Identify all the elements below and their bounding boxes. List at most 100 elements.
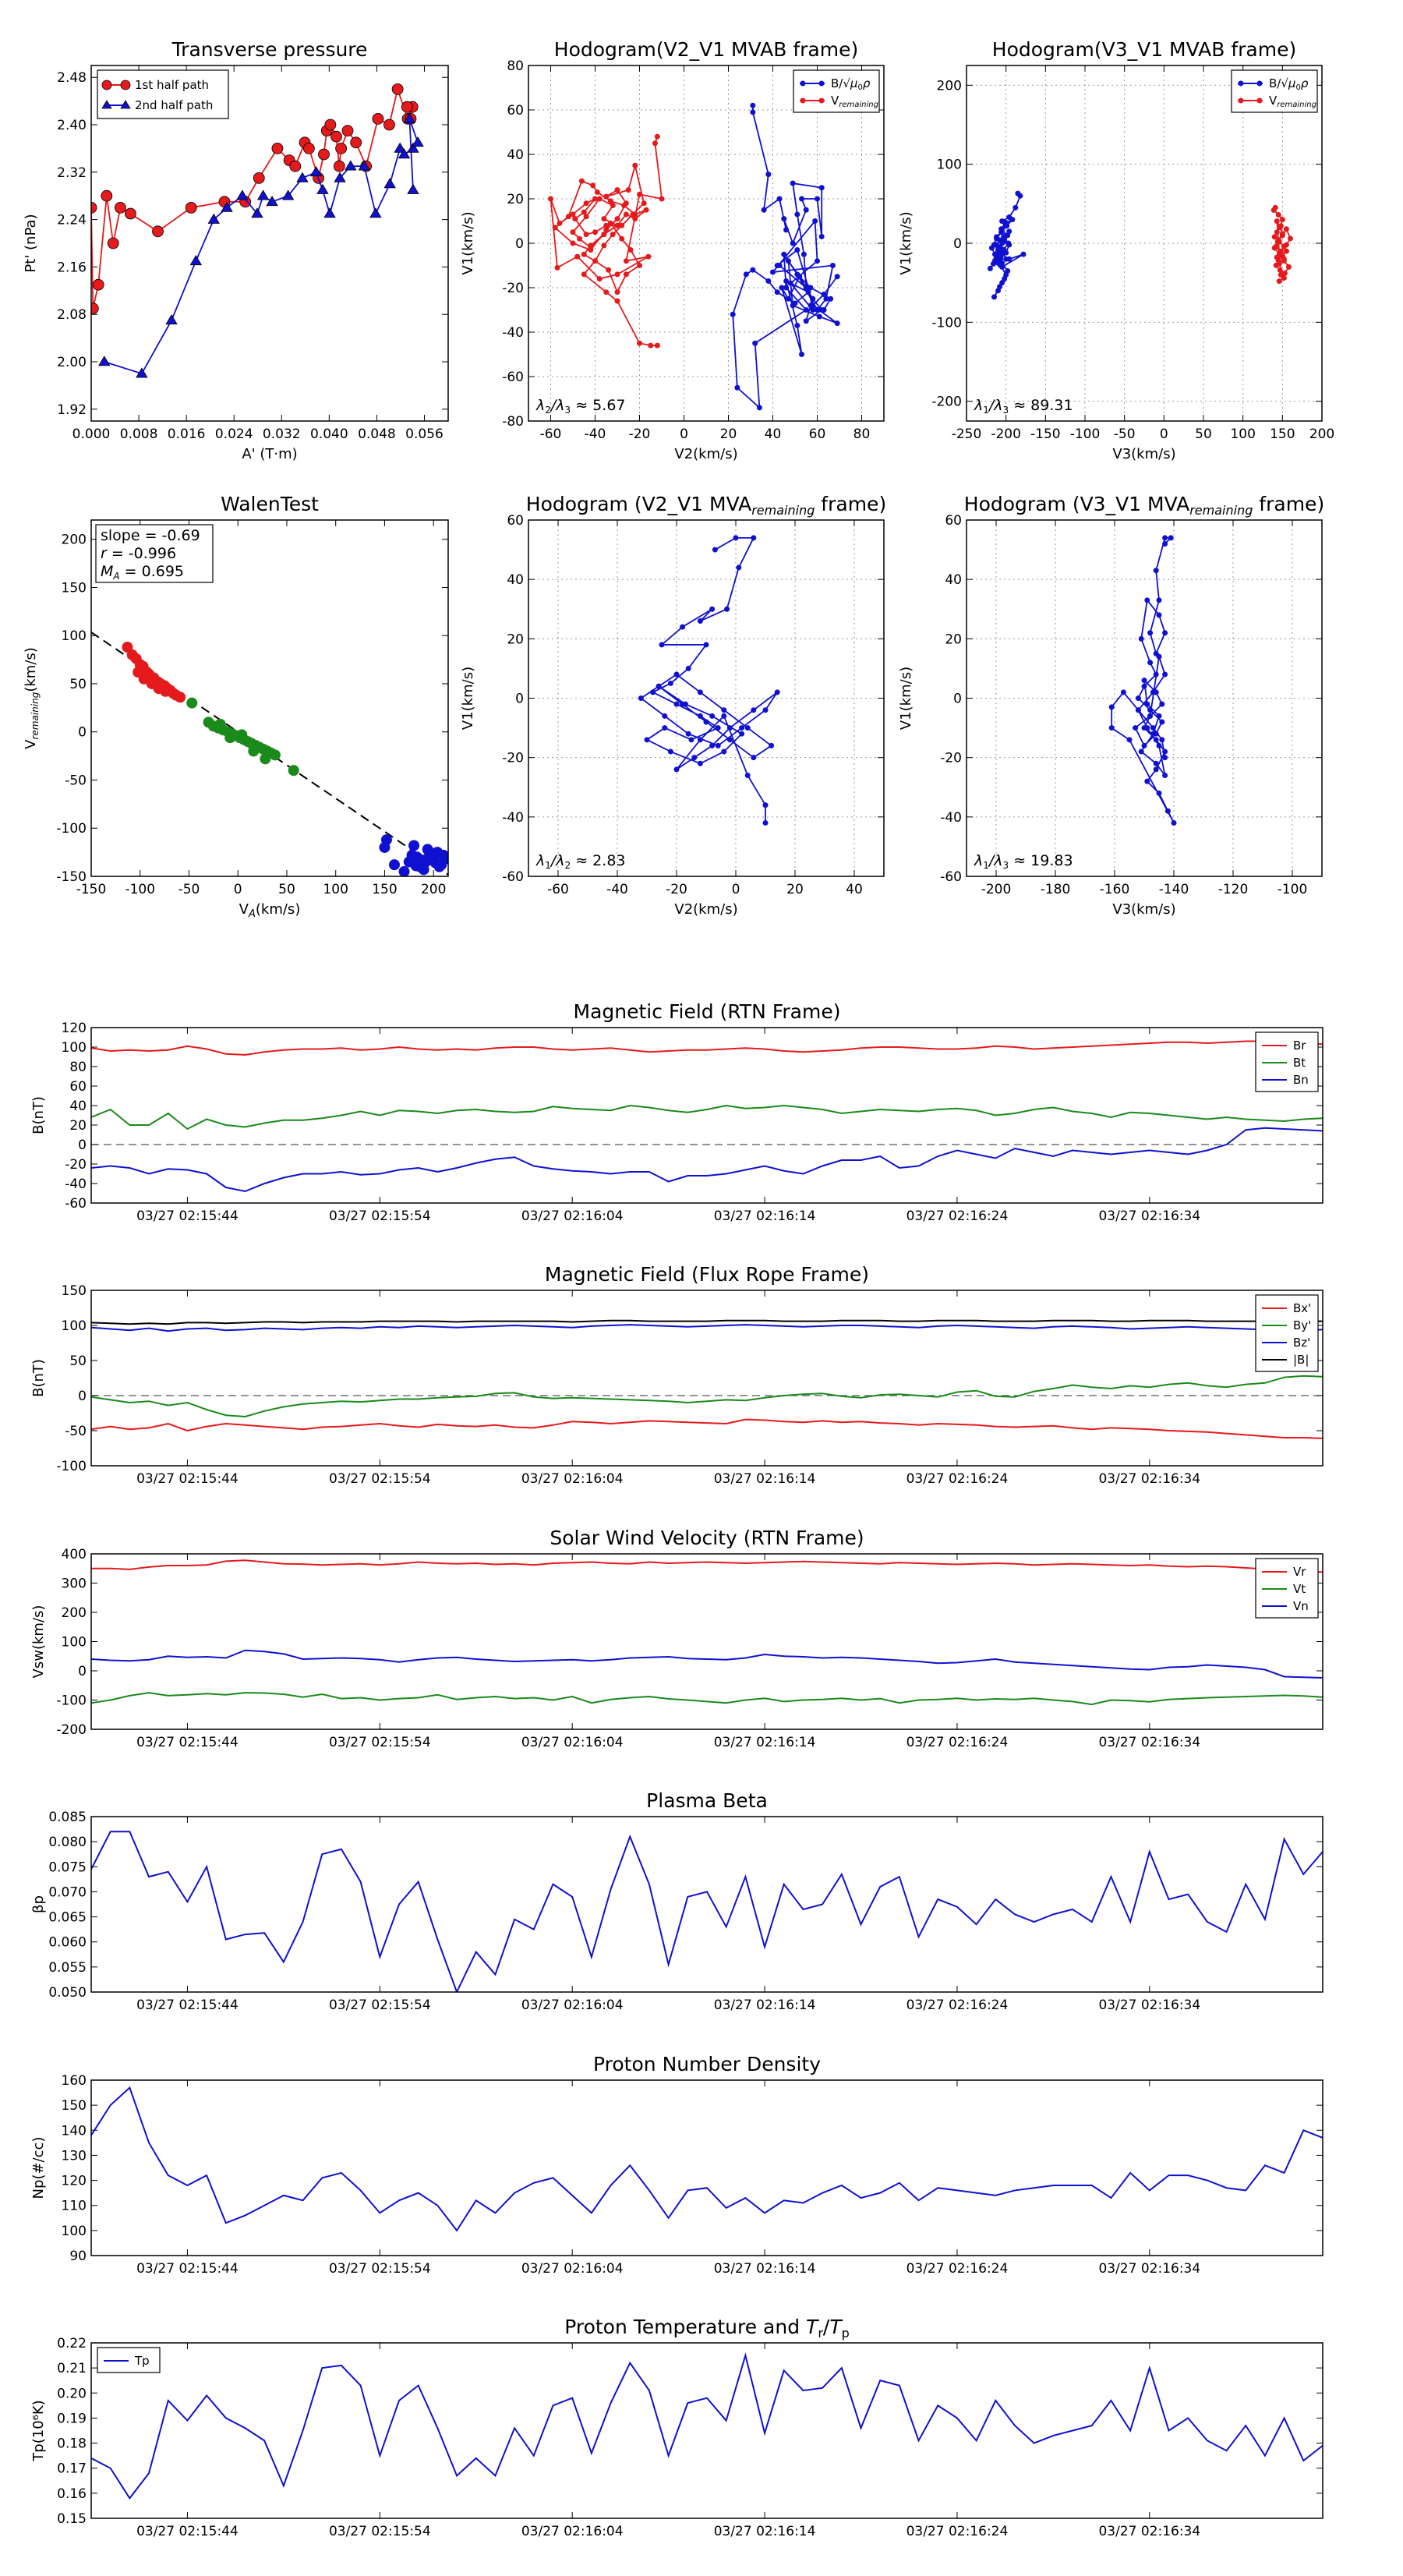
data-point <box>224 732 236 744</box>
y-tick-label: 2.16 <box>57 260 87 275</box>
data-point <box>410 860 422 872</box>
x-tick-label: 03/27 02:16:04 <box>521 1471 624 1487</box>
data-point <box>787 280 793 286</box>
x-tick-label: -250 <box>952 426 982 442</box>
data-point <box>101 189 113 202</box>
data-point <box>1150 725 1156 731</box>
x-tick-label: 03/27 02:16:34 <box>1098 1208 1200 1224</box>
data-point <box>296 172 309 182</box>
data-point <box>309 166 323 177</box>
data-point <box>781 251 787 257</box>
data-point <box>999 260 1005 266</box>
legend-marker <box>120 100 131 109</box>
legend-box <box>97 69 229 119</box>
data-point <box>790 180 796 186</box>
chart-title-bfield: Magnetic Field (RTN Frame) <box>574 1000 841 1023</box>
x-tick-label: -100 <box>1278 882 1308 897</box>
data-point <box>803 318 809 324</box>
data-point <box>750 102 756 108</box>
x-tick-label: 0 <box>732 882 740 897</box>
data-point <box>1017 193 1023 199</box>
x-tick-label: -160 <box>1100 882 1130 897</box>
data-point <box>774 689 780 695</box>
data-point <box>341 125 354 137</box>
data-point <box>662 725 668 731</box>
x-tick-label: 03/27 02:15:54 <box>329 2261 431 2277</box>
data-point <box>998 254 1004 260</box>
data-point <box>765 278 772 284</box>
data-point <box>581 271 587 278</box>
data-point <box>570 229 576 235</box>
data-point <box>1281 275 1287 281</box>
data-point <box>709 713 716 719</box>
stat-r: r = -0.996 <box>101 545 176 562</box>
data-point <box>709 606 716 612</box>
series-line-|B| <box>91 1319 1323 1325</box>
data-point <box>1156 597 1162 603</box>
data-point <box>619 222 625 228</box>
plot-frame <box>90 2079 1323 2256</box>
y-axis-label: βp <box>30 1895 47 1913</box>
data-point <box>751 535 757 541</box>
data-point <box>1153 737 1159 743</box>
y-tick-label: 0.20 <box>57 2386 87 2401</box>
x-tick-label: 200 <box>1309 426 1334 442</box>
data-point <box>783 278 790 284</box>
y-tick-label: 0 <box>953 692 962 707</box>
data-point <box>603 289 610 295</box>
data-point <box>762 819 769 826</box>
data-point <box>248 745 260 757</box>
data-point <box>583 232 589 238</box>
data-point <box>999 228 1005 235</box>
series-bflux-3 <box>91 1319 1323 1325</box>
data-point <box>750 109 756 115</box>
data-point <box>433 861 445 872</box>
annot-part: /λ <box>988 397 1003 414</box>
data-point <box>726 737 733 743</box>
data-point <box>673 766 680 773</box>
x-tick-label: -60 <box>540 426 562 442</box>
data-point <box>632 162 638 168</box>
data-point <box>1283 226 1289 232</box>
data-point <box>752 340 758 346</box>
chart-title-pt: Transverse pressure <box>171 38 368 61</box>
data-point <box>1135 707 1141 713</box>
y-axis-label: Np(#/cc) <box>30 2137 47 2199</box>
series-line-Bz' <box>91 1324 1323 1332</box>
data-point <box>335 142 348 154</box>
plot-frame <box>966 519 1323 877</box>
data-point <box>1287 235 1293 242</box>
data-point <box>572 216 578 222</box>
data-point <box>596 196 603 202</box>
x-tick-label: 100 <box>1230 426 1255 442</box>
legend-box <box>1231 69 1318 113</box>
y-tick-label: -60 <box>65 1196 87 1212</box>
data-point <box>581 209 587 215</box>
data-point <box>1012 204 1019 211</box>
y-tick-label: 40 <box>69 1099 87 1114</box>
data-point <box>412 136 424 147</box>
data-point <box>1141 678 1147 684</box>
data-point <box>1274 254 1280 260</box>
data-point <box>441 851 448 863</box>
plot-frame <box>528 519 885 877</box>
data-point <box>610 203 616 209</box>
data-point <box>214 718 226 730</box>
legend-part: μ <box>850 76 858 90</box>
y-axis-label: Vsw(km/s) <box>30 1605 47 1679</box>
data-point <box>1150 689 1156 695</box>
series-vsw-1 <box>91 1692 1323 1706</box>
data-point <box>186 697 198 709</box>
series-walen-0 <box>122 642 186 703</box>
y-tick-label: 60 <box>507 103 524 119</box>
legend-hodo1: B/√μ0ρ Vremaining <box>793 69 880 113</box>
y-tick-label: 200 <box>62 533 87 548</box>
x-axis-label: V3(km/s) <box>1112 446 1175 462</box>
label-part: remaining <box>30 692 41 739</box>
stat-part: r <box>101 545 108 562</box>
data-point <box>632 216 638 222</box>
data-point <box>697 760 703 766</box>
x-tick-label: 03/27 02:16:14 <box>714 2261 816 2277</box>
data-point <box>334 172 346 182</box>
data-point <box>1156 713 1162 719</box>
